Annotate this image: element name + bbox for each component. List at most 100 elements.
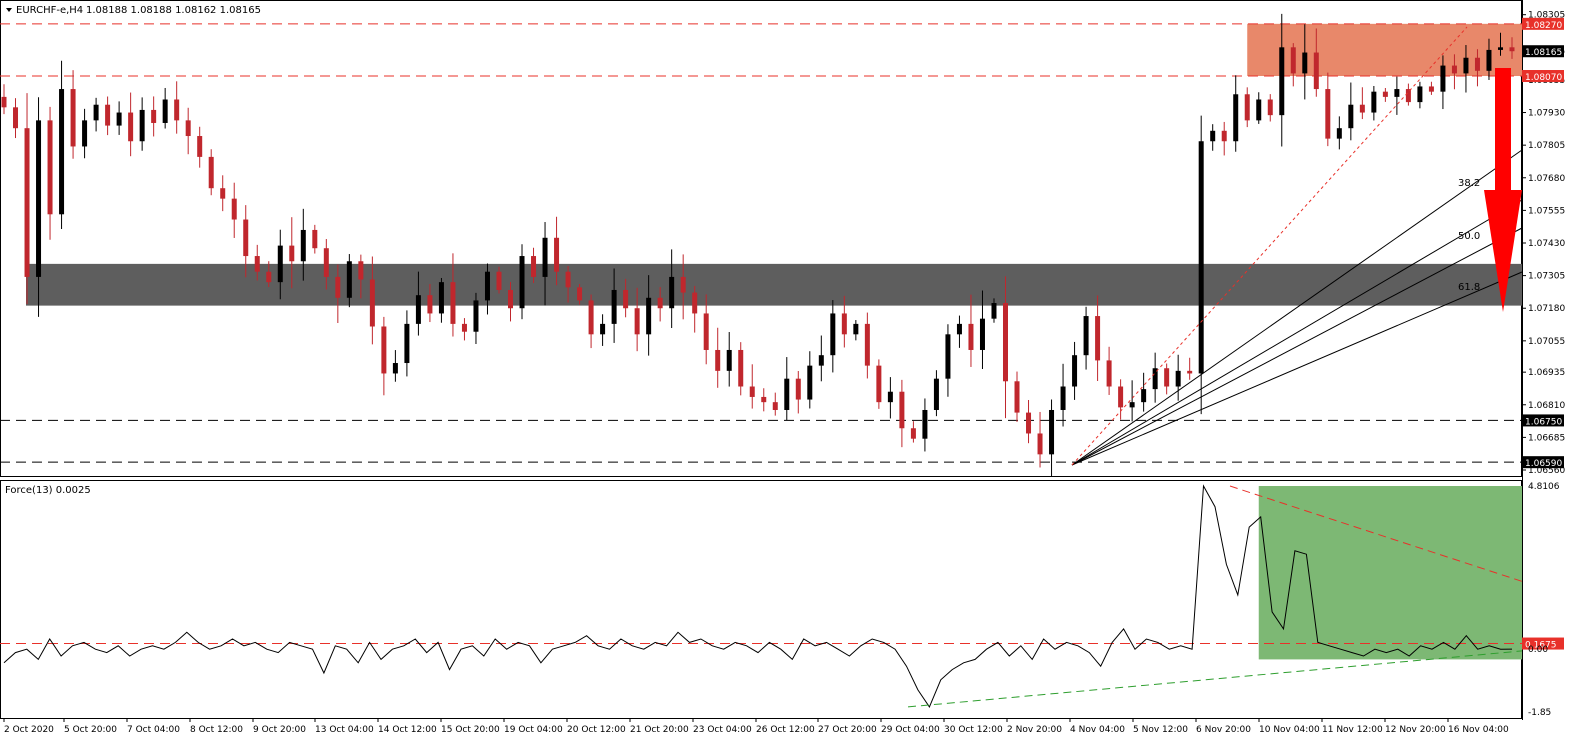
candle-body (392, 363, 398, 374)
candle (174, 81, 180, 134)
candle (1428, 81, 1434, 95)
time-tick-label: 4 Nov 04:00 (1070, 725, 1125, 735)
candle (945, 324, 951, 397)
force-tick-label: 4.8106 (1528, 482, 1560, 492)
candle (623, 278, 629, 318)
candle (450, 253, 456, 337)
candle-body (1118, 386, 1124, 408)
candle (1, 84, 7, 115)
candle-body (185, 120, 191, 137)
candle (1026, 400, 1032, 444)
candle-body (427, 295, 433, 314)
candle (565, 266, 571, 303)
candle-body (761, 396, 767, 403)
candle-body (1359, 104, 1365, 113)
candle (473, 292, 479, 344)
candle-body (1279, 47, 1285, 116)
candle-body (1509, 47, 1515, 52)
candle-body (830, 313, 836, 356)
candle-body (1463, 57, 1469, 74)
force-level-tag-text: 0.1675 (1525, 641, 1557, 651)
fib-382-label: 38.2 (1458, 178, 1480, 189)
candle (1244, 87, 1250, 128)
candle-body (289, 245, 295, 262)
candle (726, 332, 732, 387)
candle (1394, 76, 1400, 115)
level-tag (1522, 414, 1564, 427)
candle (887, 377, 893, 419)
candle-body (991, 303, 997, 319)
candle (910, 421, 916, 443)
candle-body (24, 128, 30, 277)
candle-body (1267, 99, 1273, 116)
candle-body (772, 402, 778, 410)
candle (669, 249, 675, 329)
candle (1164, 363, 1170, 395)
time-tick-label: 13 Oct 04:00 (315, 725, 374, 735)
candle-body (369, 279, 375, 327)
price-tick-label: 1.07555 (1528, 206, 1565, 216)
level-tag-text: 1.06750 (1525, 417, 1562, 427)
candle (392, 350, 398, 382)
candle-body (1210, 130, 1216, 142)
candle-body (692, 292, 698, 314)
level-tag-text: 1.08270 (1525, 21, 1562, 31)
candle-body (887, 391, 893, 403)
candle-body (1106, 360, 1112, 387)
candle (323, 239, 329, 290)
candle (1486, 38, 1492, 80)
candle-body (208, 156, 214, 189)
time-tick-label: 23 Oct 04:00 (693, 725, 752, 735)
candle-body (139, 109, 145, 142)
candle-body (933, 378, 939, 410)
candle (231, 182, 237, 238)
candle (1129, 380, 1135, 422)
candle (13, 98, 19, 139)
candle-body (59, 89, 65, 215)
candle-body (220, 188, 226, 199)
candle (657, 287, 663, 322)
time-tick-label: 5 Oct 20:00 (64, 725, 117, 735)
candle-body (876, 365, 882, 403)
candle (680, 254, 686, 320)
candle (1325, 72, 1331, 147)
candle (243, 205, 249, 278)
level-tag (1522, 456, 1564, 469)
candle (36, 97, 42, 317)
candle (82, 108, 88, 159)
candle (749, 364, 755, 409)
candle-body (795, 378, 801, 400)
candle-body (715, 349, 721, 371)
candle (346, 254, 352, 308)
candle-body (1440, 65, 1446, 92)
candle (1002, 276, 1008, 419)
time-tick-label: 19 Oct 04:00 (504, 725, 563, 735)
candle (1382, 87, 1388, 102)
candle-body (128, 112, 134, 142)
candle (715, 327, 721, 388)
time-tick-label: 12 Nov 20:00 (1385, 725, 1446, 735)
candle (1336, 116, 1342, 150)
fibonacci-fan (1071, 26, 1523, 466)
price-levels (0, 23, 1522, 463)
main-panel-frame (0, 0, 1522, 477)
candle-body (93, 104, 99, 121)
price-tick-label: 1.06935 (1528, 368, 1565, 378)
candle-body (116, 112, 122, 126)
candle (703, 294, 709, 365)
candle-body (1002, 303, 1008, 382)
candle (991, 298, 997, 323)
candle-body (323, 248, 329, 277)
candle (1256, 92, 1262, 124)
collapse-triangle-icon[interactable] (6, 8, 12, 12)
candle-body (1336, 128, 1342, 139)
candle (738, 342, 744, 396)
candle (1037, 411, 1043, 468)
candle-body (565, 271, 571, 288)
candle (1509, 37, 1515, 59)
candle (1497, 32, 1503, 56)
candle (1348, 82, 1354, 141)
fan-line (1071, 227, 1523, 466)
support-zone (26, 263, 1522, 306)
